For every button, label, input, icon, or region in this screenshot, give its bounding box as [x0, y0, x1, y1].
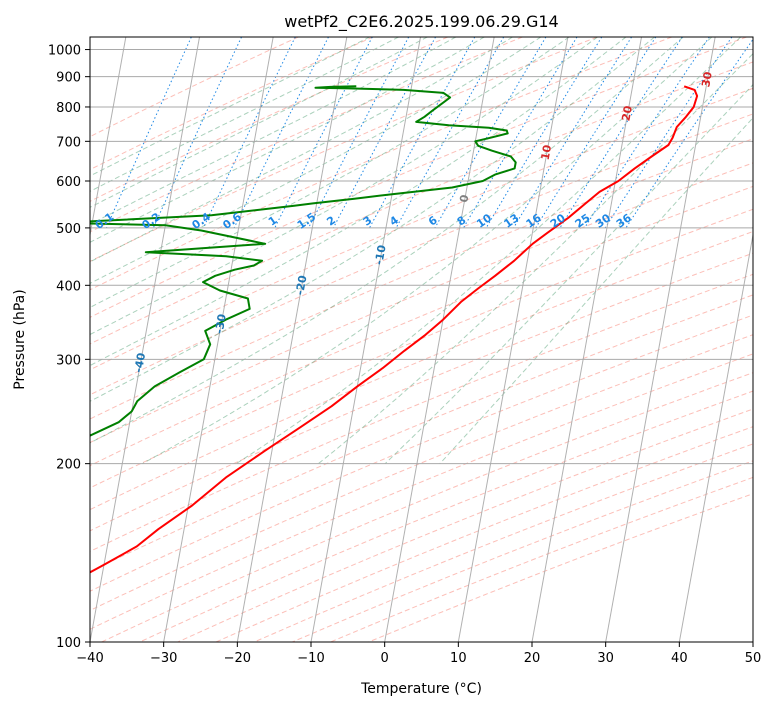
x-tick-label: −10 — [297, 651, 324, 666]
isotherm-line — [163, 37, 274, 642]
y-tick-label: 300 — [56, 353, 81, 368]
mixing-ratio-line — [369, 37, 476, 229]
mixing-ratio-line — [332, 37, 437, 229]
dry-adiabats — [90, 37, 753, 642]
y-tick-label: 500 — [56, 222, 81, 237]
moist-adiabat-line — [317, 52, 753, 465]
x-tick-label: 30 — [597, 651, 614, 666]
x-tick-label: −30 — [150, 651, 177, 666]
moist-adiabat-line — [90, 37, 370, 177]
mixing-ratio-line — [233, 37, 329, 229]
isotherm-line — [678, 232, 753, 642]
y-tick-label: 600 — [56, 175, 81, 190]
moist-adiabat-line — [90, 37, 684, 444]
isotherm-label: -10 — [372, 244, 388, 266]
moist-adiabat-line — [90, 37, 570, 308]
x-tick-label: −40 — [76, 651, 103, 666]
moist-adiabat-line — [90, 37, 457, 225]
y-axis: 100 200 300 400 500 600 700 800 900 1000 — [48, 44, 90, 651]
y-tick-label: 200 — [56, 458, 81, 473]
isotherm-line — [605, 37, 716, 642]
mixing-ratio-line — [274, 37, 373, 229]
mixing-ratio-line — [485, 37, 603, 229]
moist-adiabat-line — [90, 37, 513, 263]
dewpoint-line — [90, 85, 517, 437]
dry-adiabat-line — [90, 252, 753, 532]
moist-adiabat-line — [384, 83, 753, 465]
y-tick-label: 1000 — [48, 44, 81, 59]
mixing-ratio-line — [513, 37, 633, 229]
plot-frame — [89, 36, 754, 643]
y-tick-label: 400 — [56, 279, 81, 294]
x-tick-label: 10 — [450, 651, 467, 666]
chart-title: wetPf2_C2E6.2025.199.06.29.G14 — [284, 12, 558, 32]
moist-adiabat-line — [90, 37, 542, 284]
dry-adiabat-line — [90, 185, 753, 467]
moist-adiabat-line — [90, 37, 627, 367]
sounding-series — [90, 85, 699, 574]
dry-adiabat-line — [90, 37, 672, 291]
dry-adiabat-line — [90, 113, 753, 396]
mixing-ratio-line — [463, 37, 578, 229]
dry-adiabat-line — [90, 37, 598, 262]
isotherm-label: 10 — [539, 143, 555, 161]
isotherm-line — [236, 37, 348, 642]
temperature-line — [90, 85, 699, 574]
x-axis-label: Temperature (°C) — [360, 681, 482, 697]
isotherm-line — [310, 37, 421, 642]
isotherm-line — [384, 37, 495, 642]
dry-adiabat-line — [90, 37, 299, 138]
y-tick-label: 900 — [56, 71, 81, 86]
isotherm-label: 0 — [457, 193, 471, 203]
x-tick-label: 20 — [524, 651, 541, 666]
isotherm-label: -20 — [293, 274, 309, 296]
x-tick-label: 0 — [381, 651, 389, 666]
isotherm-line — [531, 37, 642, 642]
mixing-ratio-line — [535, 37, 657, 229]
mixing-ratio-line — [604, 37, 733, 229]
x-tick-label: 40 — [671, 651, 688, 666]
moist-adiabat-line — [90, 37, 485, 243]
x-axis: −40 −30 −20 −10 0 10 20 30 40 50 — [76, 642, 761, 666]
moist-adiabat-line — [235, 37, 742, 465]
moist-adiabat-line — [142, 37, 713, 465]
isotherm-line — [90, 37, 127, 238]
y-tick-label: 700 — [56, 135, 81, 150]
isotherm-label: -30 — [213, 313, 229, 335]
mixing-ratio-line — [625, 38, 753, 229]
dry-adiabat-line — [90, 61, 753, 345]
moist-adiabat-line — [90, 37, 598, 336]
plot-area: -100-90-80-70-60-50-40-30-20-10010203040… — [90, 37, 753, 642]
x-tick-label: 50 — [745, 651, 762, 666]
x-tick-label: −20 — [224, 651, 251, 666]
moist-adiabat-line — [90, 37, 655, 402]
mixing-ratio-line — [559, 37, 683, 229]
isotherms — [90, 37, 753, 642]
dry-adiabat-line — [90, 230, 753, 511]
dry-adiabat-line — [90, 208, 753, 489]
dry-adiabat-line — [90, 162, 753, 444]
pressure-grid — [90, 49, 753, 642]
y-tick-label: 100 — [56, 636, 81, 651]
moist-adiabat-line — [90, 37, 428, 208]
dry-adiabat-line — [90, 37, 448, 202]
isotherm-label: 30 — [699, 70, 715, 88]
y-tick-label: 800 — [56, 101, 81, 116]
moist-adiabat-line — [90, 37, 399, 192]
dry-adiabat-line — [90, 138, 753, 420]
moist-adiabats — [90, 37, 753, 465]
isotherm-label: 20 — [619, 104, 635, 122]
mixing-ratio-line — [308, 37, 410, 229]
dry-adiabat-line — [139, 390, 753, 642]
isotherm-label: -40 — [132, 351, 148, 373]
isotherm-line — [90, 37, 200, 642]
isotherm-line — [457, 37, 569, 642]
y-axis-label: Pressure (hPa) — [12, 289, 28, 389]
